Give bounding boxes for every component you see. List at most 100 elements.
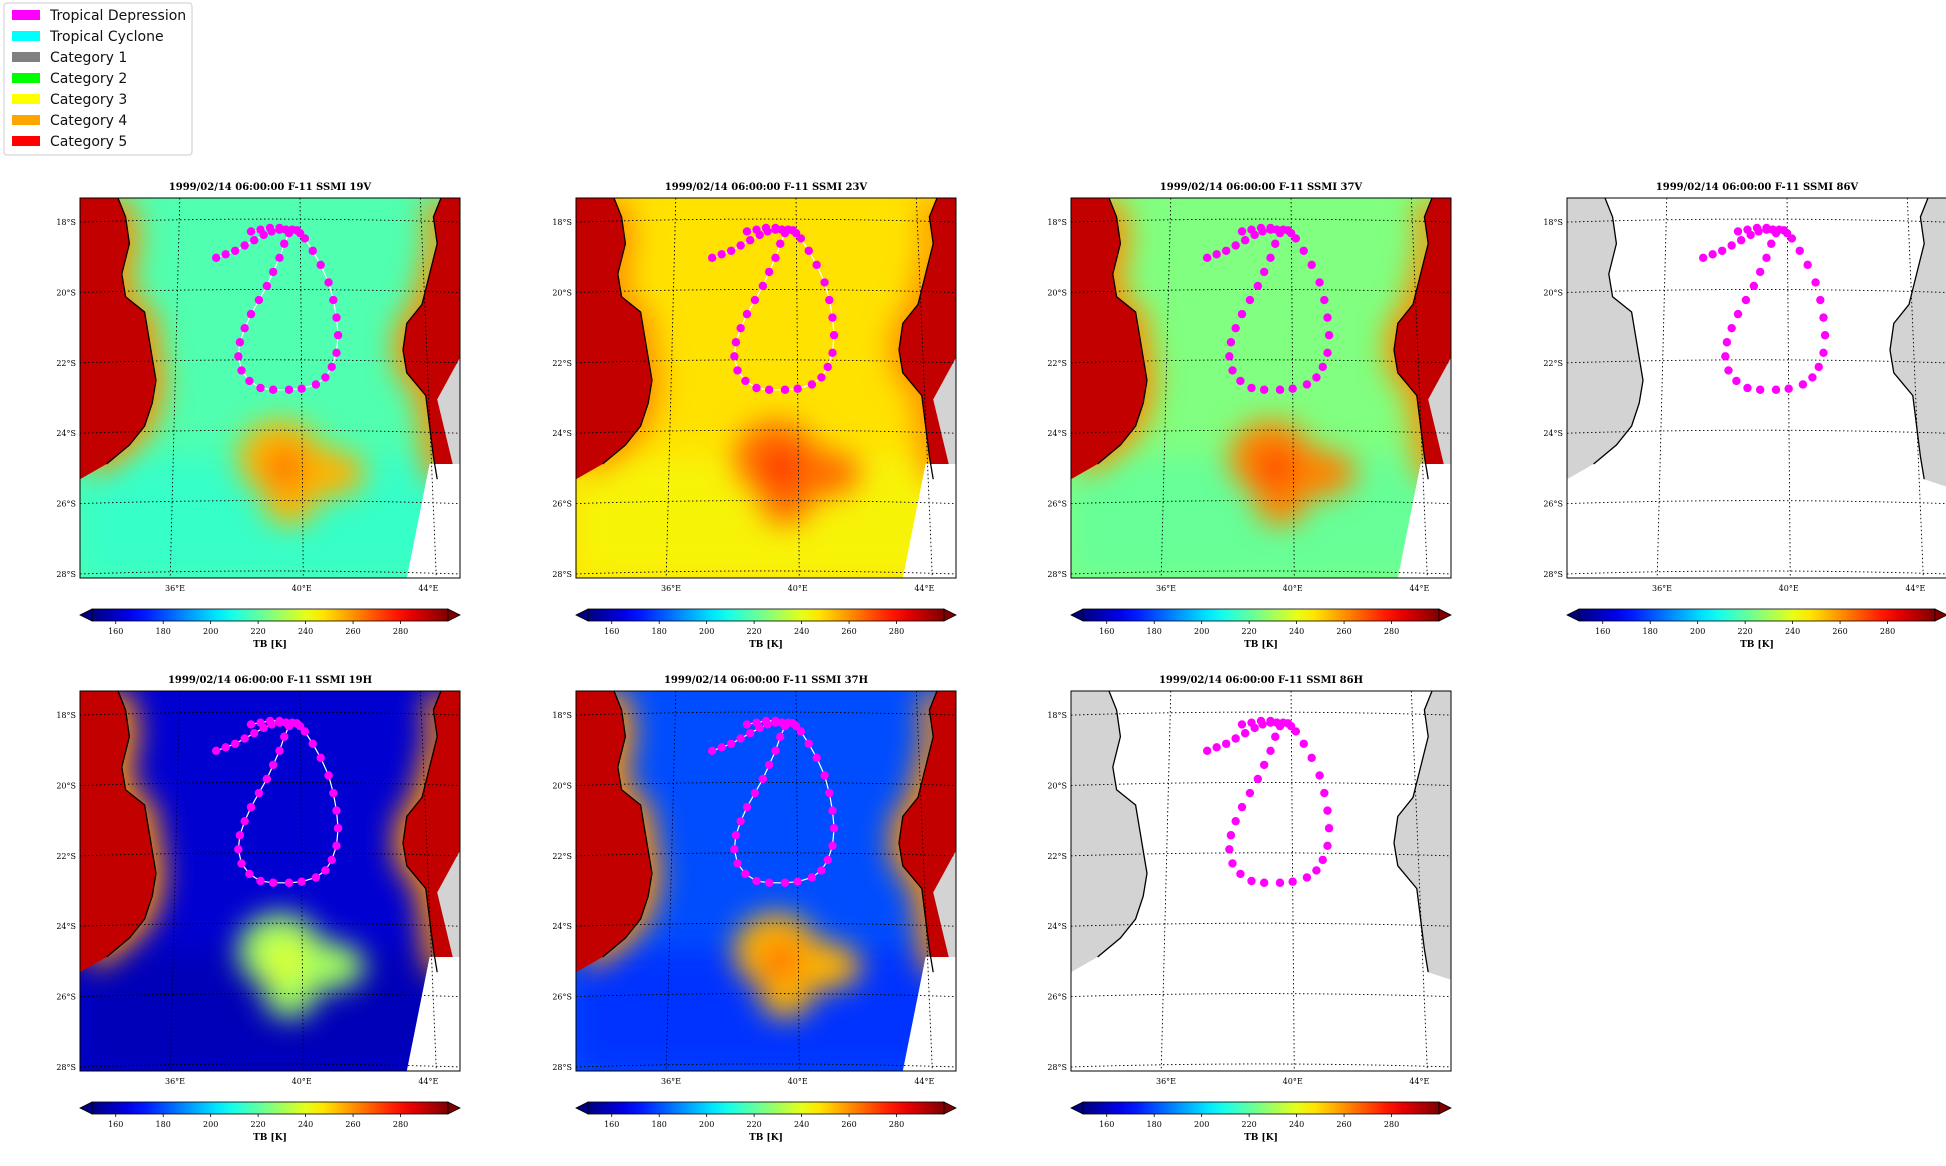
- storm-track: [1202, 223, 1334, 394]
- track-point: [1236, 376, 1245, 386]
- storm-track: [707, 716, 839, 887]
- track-point: [828, 348, 837, 358]
- panel-37v: 1999/02/14 06:00:00 F-11 SSMI 37V 18°S 20°…: [1047, 182, 1452, 650]
- panel-86v: 1999/02/14 06:00:00 F-11 SSMI 86V 18°S 20°…: [1543, 182, 1946, 650]
- track-point: [1247, 718, 1256, 727]
- track-point: [745, 729, 755, 738]
- lon-tick-label: 36°E: [1156, 584, 1176, 593]
- track-point: [1228, 366, 1237, 375]
- track-point: [1787, 234, 1797, 243]
- colorbar-tick-label: 200: [203, 1120, 218, 1129]
- track-point: [1724, 366, 1733, 375]
- track-point: [268, 878, 278, 887]
- map-frame: [79, 690, 461, 1072]
- track-point: [730, 352, 739, 361]
- lon-tick-label: 36°E: [165, 1077, 185, 1086]
- track-point: [1323, 841, 1332, 851]
- lon-tick-label: 36°E: [661, 584, 681, 593]
- land-west: [1071, 691, 1147, 973]
- track-point: [1291, 234, 1301, 243]
- colorbar-label: TB [K]: [253, 640, 287, 650]
- lat-tick-label: 28°S: [56, 1063, 76, 1072]
- colorbar-tick-label: 180: [156, 627, 171, 636]
- track-point: [1755, 385, 1765, 394]
- lat-tick-label: 28°S: [552, 1063, 572, 1072]
- track-point: [275, 716, 284, 726]
- track-point: [1323, 348, 1332, 358]
- colorbar-label: TB [K]: [749, 1133, 783, 1143]
- track-point: [254, 295, 264, 305]
- lat-tick-label: 26°S: [552, 993, 572, 1002]
- track-point: [280, 732, 289, 741]
- track-point: [256, 383, 265, 393]
- track-point: [230, 246, 240, 255]
- track-point: [764, 760, 774, 770]
- track-point: [1253, 281, 1263, 291]
- track-point: [1237, 802, 1247, 812]
- graticule: [576, 691, 956, 1071]
- colorbar-tick-label: 200: [699, 1120, 714, 1129]
- track-point: [1752, 223, 1762, 233]
- lat-tick-label: 22°S: [552, 852, 572, 861]
- colorbar-tick-label: 280: [889, 627, 904, 636]
- track-point: [1212, 250, 1221, 259]
- track-point: [256, 876, 265, 886]
- track-point: [1231, 816, 1240, 826]
- track-point: [245, 376, 254, 386]
- track-point: [758, 281, 768, 291]
- lat-tick-label: 24°S: [56, 922, 76, 931]
- colorbar-tick-label: 260: [345, 1120, 360, 1129]
- track-point: [1816, 295, 1825, 305]
- colorbar: 160 180 200 220 240 260 280 TB [K]: [79, 1101, 461, 1143]
- track-point: [1819, 348, 1828, 358]
- colorbar-tick-label: 240: [1289, 1120, 1304, 1129]
- track-point: [764, 385, 774, 394]
- track-point: [265, 223, 275, 233]
- track-point: [793, 877, 802, 886]
- colorbar-tick-label: 280: [393, 1120, 408, 1129]
- lat-tick-label: 26°S: [56, 993, 76, 1002]
- track-point: [1803, 260, 1812, 270]
- lat-tick-label: 18°S: [552, 711, 572, 720]
- land-west: [1567, 198, 1643, 480]
- legend-label: Category 1: [50, 50, 127, 66]
- track-point: [1266, 716, 1275, 726]
- track-point: [1302, 873, 1312, 882]
- track-point: [281, 225, 291, 234]
- lat-tick-label: 20°S: [1047, 781, 1067, 790]
- track-point: [1221, 739, 1231, 748]
- track-point: [327, 362, 336, 372]
- lat-tick-label: 18°S: [56, 711, 76, 720]
- track-point: [780, 878, 790, 887]
- lat-tick-label: 24°S: [552, 429, 572, 438]
- colorbar-tick-label: 220: [1241, 1120, 1256, 1129]
- colorbar-tick-label: 260: [841, 627, 856, 636]
- colorbar-tick-label: 180: [156, 1120, 171, 1129]
- lon-tick-label: 40°E: [1283, 584, 1303, 593]
- track-point: [333, 331, 343, 340]
- colorbar-tick-label: 160: [108, 1120, 123, 1129]
- panel-23v: 1999/02/14 06:00:00 F-11 SSMI 23V 18°S 20°…: [552, 182, 957, 650]
- track-point: [234, 352, 243, 361]
- legend-swatch: [12, 10, 40, 20]
- legend-label: Category 2: [50, 71, 127, 87]
- track-point: [281, 718, 291, 727]
- track-point: [297, 877, 306, 886]
- colorbar-tick-label: 160: [604, 1120, 619, 1129]
- track-point: [1288, 384, 1297, 393]
- colorbar: 160 180 200 220 240 260 280 TB [K]: [1070, 1101, 1452, 1143]
- track-point: [1323, 313, 1332, 322]
- map-frame: [575, 197, 957, 579]
- track-point: [1708, 250, 1717, 259]
- legend: Tropical Depression Tropical Cyclone Categ…: [3, 2, 193, 156]
- track-point: [1743, 225, 1752, 234]
- track-point: [707, 746, 717, 756]
- panels: 1999/02/14 06:00:00 F-11 SSMI 19V 18°S 20°…: [56, 182, 1946, 1143]
- track-point: [761, 223, 771, 233]
- track-point: [793, 384, 802, 393]
- lat-tick-label: 26°S: [1047, 993, 1067, 1002]
- track-point: [807, 873, 817, 882]
- colorbar-tick-label: 260: [1832, 627, 1847, 636]
- colorbar-tick-label: 220: [1737, 627, 1752, 636]
- track-point: [1771, 385, 1781, 394]
